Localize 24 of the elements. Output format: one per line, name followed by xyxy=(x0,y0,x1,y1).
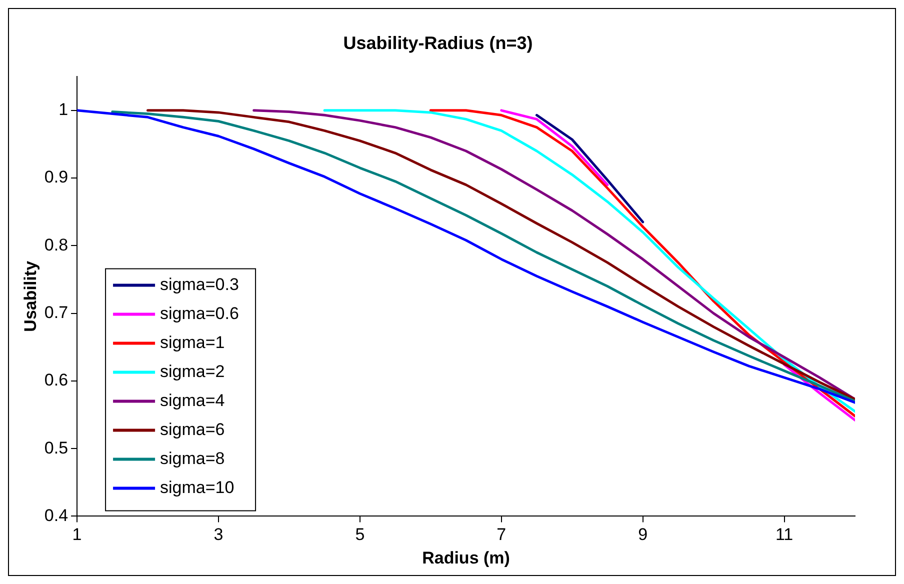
y-tick-label: 0.7 xyxy=(44,302,68,322)
legend-label: sigma=2 xyxy=(160,362,225,381)
legend-label: sigma=0.6 xyxy=(160,304,239,323)
chart-title: Usability-Radius (n=3) xyxy=(343,32,533,53)
y-tick-label: 0.8 xyxy=(44,235,68,254)
y-tick-label: 1 xyxy=(58,100,68,120)
x-tick-label: 7 xyxy=(496,525,506,544)
y-tick-label: 0.6 xyxy=(44,370,68,390)
x-tick-label: 3 xyxy=(214,525,224,544)
legend-label: sigma=0.3 xyxy=(160,274,239,294)
x-tick-label: 9 xyxy=(638,525,648,544)
y-tick-label: 0.9 xyxy=(44,168,68,187)
x-tick-label: 5 xyxy=(355,525,365,544)
y-tick-label: 0.5 xyxy=(44,438,68,458)
x-axis-title: Radius (m) xyxy=(422,548,510,568)
y-tick-label: 0.4 xyxy=(44,506,68,525)
legend-label: sigma=1 xyxy=(160,332,225,352)
legend-label: sigma=10 xyxy=(160,478,234,497)
legend-label: sigma=6 xyxy=(160,420,225,439)
y-axis-title: Usability xyxy=(20,260,40,332)
legend-label: sigma=8 xyxy=(160,448,225,468)
x-tick-label: 1 xyxy=(72,525,82,544)
legend-label: sigma=4 xyxy=(160,390,225,410)
x-tick-label: 11 xyxy=(775,525,794,544)
